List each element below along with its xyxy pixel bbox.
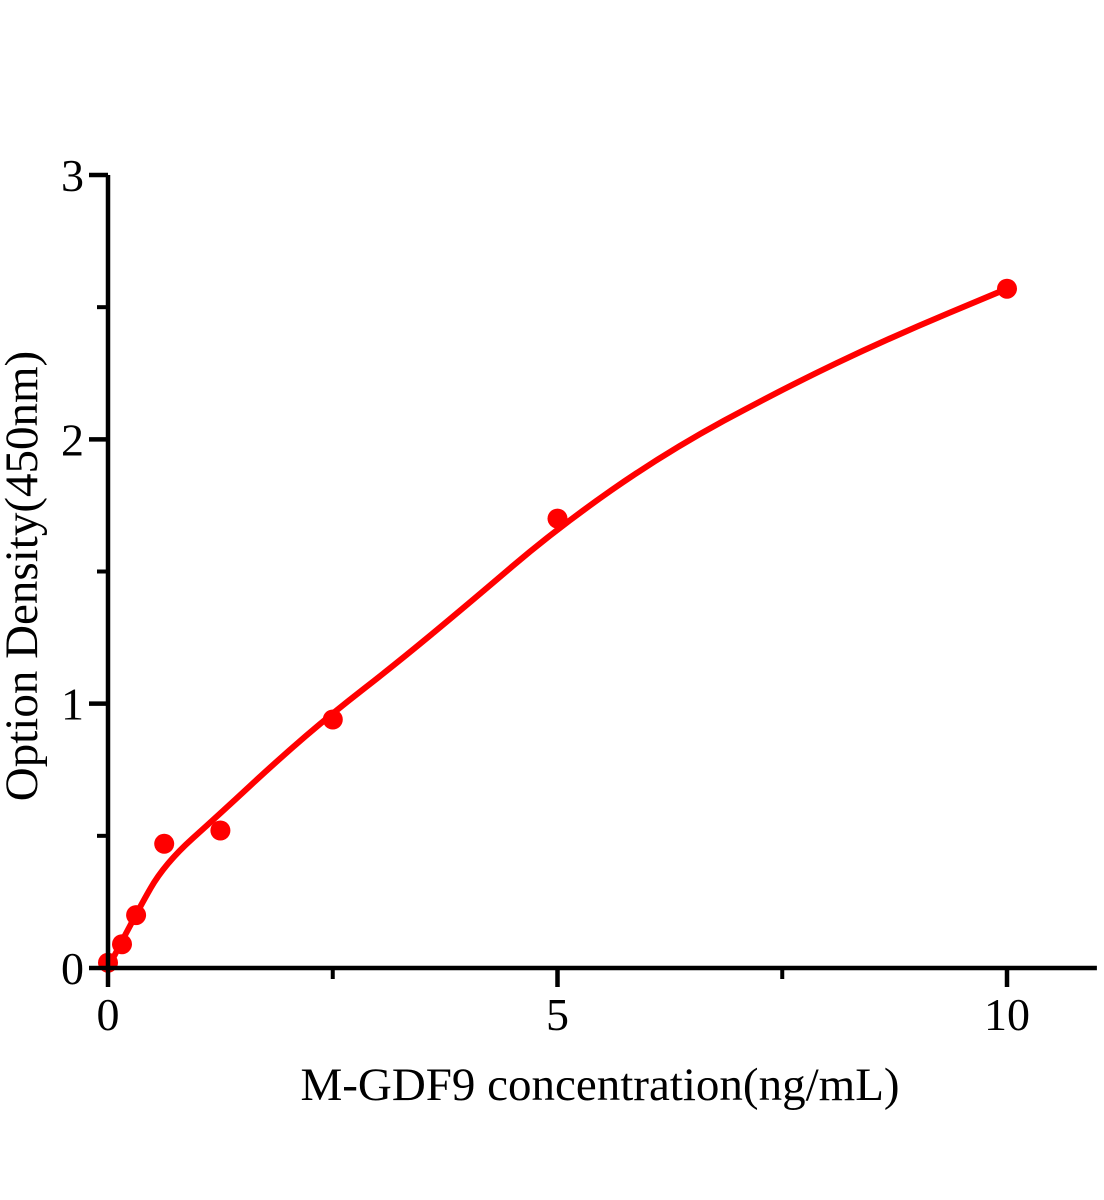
data-point: [112, 934, 132, 955]
y-tick-label: 3: [61, 150, 84, 201]
x-tick-label: 10: [984, 989, 1030, 1040]
x-tick-label: 0: [97, 989, 120, 1040]
data-point: [997, 278, 1017, 299]
axes: [105, 175, 1097, 971]
data-point: [210, 820, 231, 841]
data-point: [154, 833, 175, 854]
x-tick-label: 5: [546, 989, 569, 1040]
y-axis-title: Option Density(450nm): [0, 351, 48, 801]
y-tick-label: 2: [61, 414, 84, 465]
data-point: [126, 905, 147, 926]
y-tick-label: 0: [61, 943, 84, 994]
x-axis-title: M-GDF9 concentration(ng/mL): [300, 1059, 899, 1111]
data-point: [322, 709, 343, 730]
y-tick-label: 1: [61, 679, 84, 730]
fit-curve: [105, 285, 1010, 971]
data-point: [547, 508, 568, 529]
plot-area: 0 5 10 0 1 2 3: [61, 150, 1097, 1040]
